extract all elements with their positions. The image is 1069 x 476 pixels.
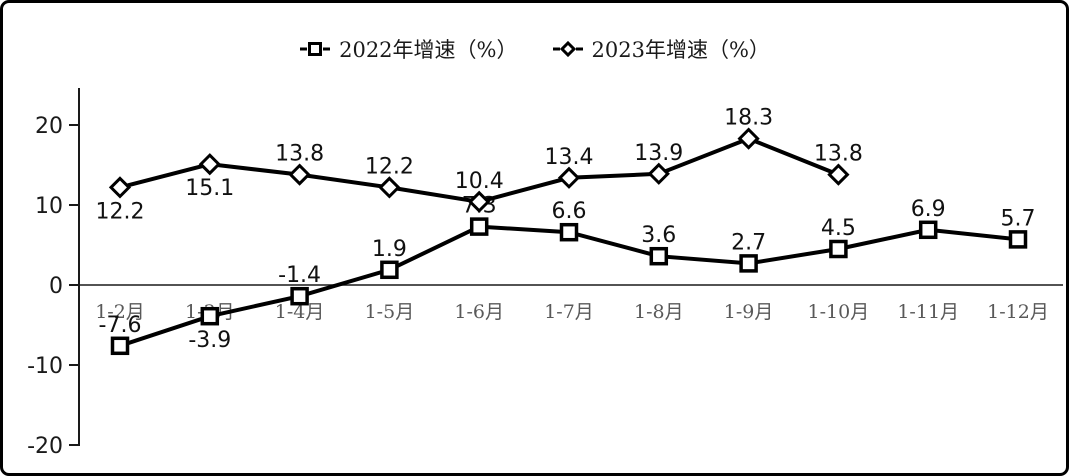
diamond-data-point-marker xyxy=(468,190,491,213)
data-point-label: 13.8 xyxy=(275,142,324,167)
square-data-point-marker xyxy=(290,286,309,306)
x-category-label: 1-10月 xyxy=(808,301,870,323)
square-data-point-marker xyxy=(200,306,220,326)
diamond-data-point-marker xyxy=(737,127,760,150)
series-line-2022 xyxy=(119,224,1019,348)
y-axis-tick-label: -10 xyxy=(27,354,63,379)
diamond-data-point-marker xyxy=(647,162,670,185)
x-category-label: 1-2月 xyxy=(95,301,145,323)
x-category-label: 1-5月 xyxy=(365,301,415,323)
square-data-point-marker xyxy=(469,217,489,236)
square-data-point-marker xyxy=(649,246,669,266)
square-data-point-marker xyxy=(110,336,130,356)
chart-legend: 2022年增速（%） 2023年增速（%） xyxy=(3,34,1066,64)
square-data-point-marker xyxy=(559,222,579,242)
x-category-label: 1-11月 xyxy=(897,301,959,323)
square-data-point-marker xyxy=(1008,230,1028,249)
data-point-label: 5.7 xyxy=(1001,206,1036,231)
diamond-data-point-marker xyxy=(288,163,311,186)
line-chart: 20100-10-201-2月1-3月1-4月1-5月1-6月1-7月1-8月1… xyxy=(27,88,1063,459)
square-data-point-marker xyxy=(829,239,848,259)
data-point-label: -3.9 xyxy=(188,328,231,353)
x-category-label: 1-6月 xyxy=(454,301,504,323)
data-point-label: 10.4 xyxy=(455,169,504,194)
data-point-label: 18.3 xyxy=(724,106,773,131)
diamond-data-point-marker xyxy=(378,176,401,199)
diamond-data-point-marker xyxy=(108,176,132,199)
y-axis-tick-label: 10 xyxy=(35,194,63,219)
diamond-data-point-marker xyxy=(198,153,221,176)
data-point-label: 13.9 xyxy=(634,141,683,166)
x-category-label: 1-12月 xyxy=(987,301,1049,323)
data-point-label: -7.6 xyxy=(99,313,142,338)
square-data-point-marker xyxy=(739,254,758,273)
data-point-label: 2.7 xyxy=(731,230,766,255)
data-point-label: 12.2 xyxy=(96,199,145,224)
y-axis-tick-label: 0 xyxy=(49,274,63,299)
data-point-label: 1.9 xyxy=(372,237,407,262)
diamond-data-point-marker xyxy=(557,166,581,189)
legend-item-2023: 2023年增速（%） xyxy=(552,34,770,64)
x-category-label: 1-9月 xyxy=(724,301,774,323)
data-point-label: 12.2 xyxy=(365,154,414,179)
x-category-label: 1-8月 xyxy=(634,301,684,323)
data-point-label: -1.4 xyxy=(278,263,321,288)
legend-label-2022: 2022年增速（%） xyxy=(339,38,518,62)
diamond-marker-icon xyxy=(552,41,583,57)
data-point-label: 6.6 xyxy=(552,199,587,224)
square-marker-icon xyxy=(300,42,331,56)
legend-item-2022: 2022年增速（%） xyxy=(299,34,518,64)
diamond-data-point-marker xyxy=(827,163,850,186)
square-data-point-marker xyxy=(918,220,938,240)
y-axis-tick-label: -20 xyxy=(27,434,63,459)
data-point-label: 6.9 xyxy=(911,197,946,222)
data-point-label: 3.6 xyxy=(641,223,676,248)
data-point-label: 13.8 xyxy=(814,142,863,167)
legend-label-2023: 2023年增速（%） xyxy=(591,38,770,62)
data-point-label: 13.4 xyxy=(545,145,594,170)
data-point-label: 15.1 xyxy=(185,176,234,201)
square-data-point-marker xyxy=(380,260,399,280)
y-axis-tick-label: 20 xyxy=(35,114,63,139)
x-category-label: 1-4月 xyxy=(275,301,325,323)
x-category-label: 1-7月 xyxy=(544,301,594,323)
data-point-label: 4.5 xyxy=(821,216,856,241)
